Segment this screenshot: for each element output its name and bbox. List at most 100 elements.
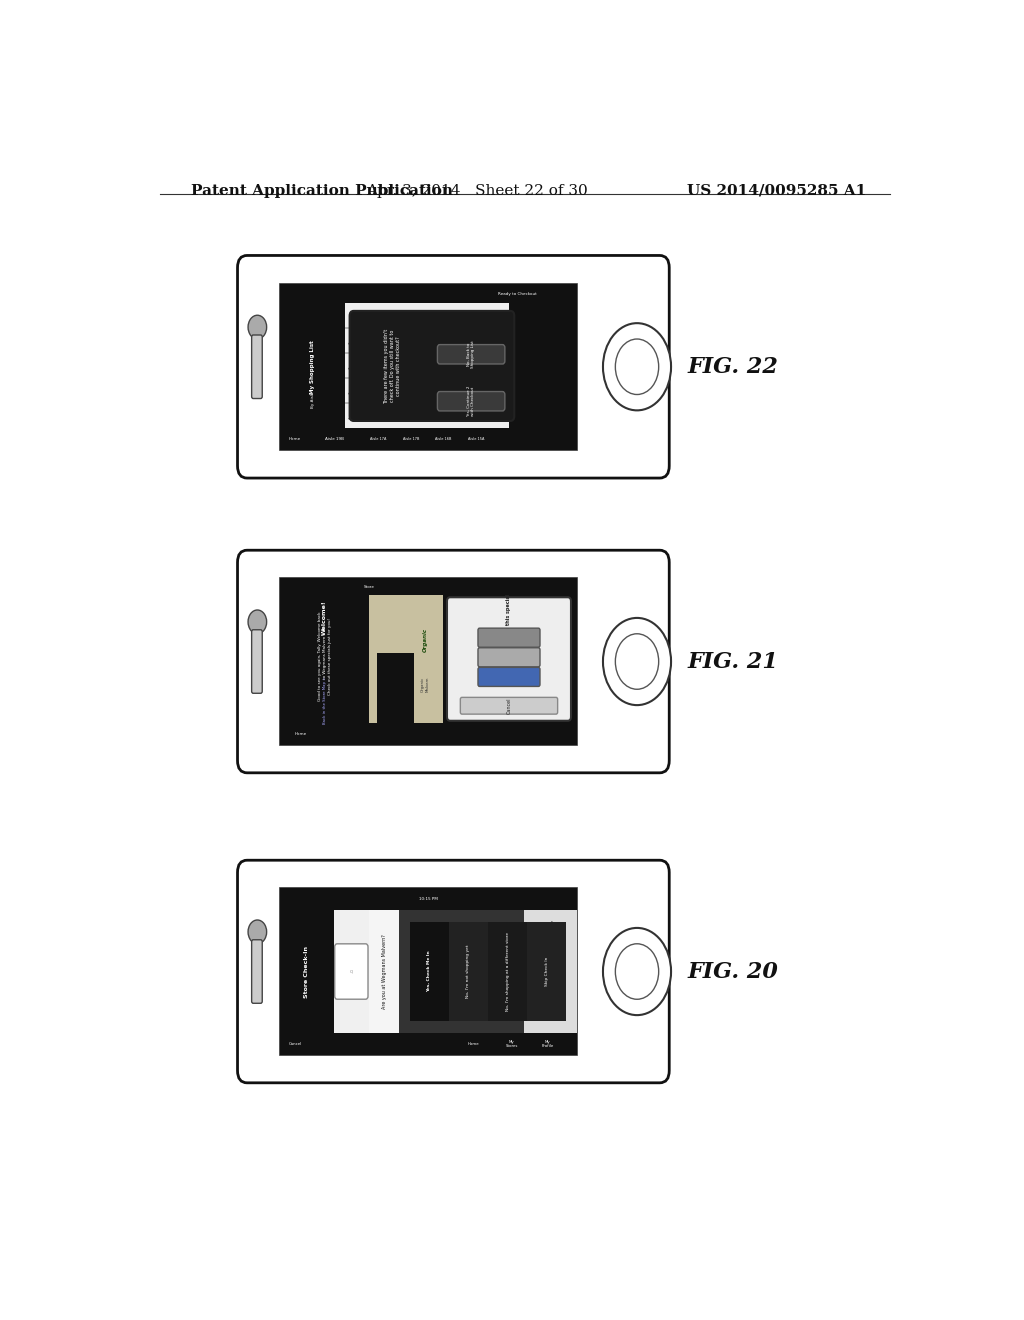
Bar — [280, 304, 345, 429]
Text: Ready to Checkout: Ready to Checkout — [499, 292, 538, 296]
Text: No, I'm not shopping yet: No, I'm not shopping yet — [466, 945, 470, 998]
Circle shape — [615, 634, 658, 689]
FancyBboxPatch shape — [238, 550, 670, 772]
Circle shape — [615, 944, 658, 999]
Text: Aisle 16B: Aisle 16B — [435, 437, 452, 441]
Text: Aisle 17B: Aisle 17B — [402, 437, 419, 441]
Text: No, Back to
Shopping List: No, Back to Shopping List — [467, 341, 475, 368]
Text: Yes, Continue 2
with Checkout: Yes, Continue 2 with Checkout — [467, 385, 475, 417]
Bar — [370, 909, 399, 1034]
Bar — [280, 429, 578, 450]
Text: Nearest
Location: Nearest Location — [546, 945, 555, 961]
Text: My
Profile: My Profile — [546, 919, 555, 931]
Text: FIG. 20: FIG. 20 — [687, 961, 778, 982]
Text: Patent Application Publication: Patent Application Publication — [191, 183, 454, 198]
Bar — [399, 909, 578, 1034]
Text: Good to see you again, Tally. Welcome back
to Wegmans Malvern!
Check out these s: Good to see you again, Tally. Welcome ba… — [317, 611, 332, 701]
Text: US 2014/0095285 A1: US 2014/0095285 A1 — [687, 183, 866, 198]
Circle shape — [603, 618, 671, 705]
Text: Aisle 19B: Aisle 19B — [325, 437, 344, 441]
Bar — [509, 304, 578, 429]
Text: There are few items you didn't
check off. Do you still want to
continue with che: There are few items you didn't check off… — [384, 329, 401, 404]
Text: My
Stores: My Stores — [506, 1040, 518, 1048]
Text: Yes, Check Me In: Yes, Check Me In — [427, 950, 431, 993]
Bar — [443, 595, 578, 723]
Circle shape — [248, 920, 266, 944]
Text: Home: Home — [467, 1041, 479, 1045]
Text: Cancel: Cancel — [289, 1041, 301, 1045]
Bar — [410, 923, 449, 1020]
Text: Share this special: Share this special — [507, 594, 511, 643]
Bar — [280, 284, 578, 304]
FancyBboxPatch shape — [437, 392, 505, 411]
FancyBboxPatch shape — [335, 944, 368, 999]
Bar — [280, 723, 578, 744]
Text: Are you at Wegmans Malvern?: Are you at Wegmans Malvern? — [382, 935, 386, 1008]
Polygon shape — [349, 412, 358, 418]
Bar — [527, 923, 566, 1020]
Bar — [523, 909, 578, 1034]
Bar — [488, 923, 527, 1020]
FancyBboxPatch shape — [478, 648, 540, 667]
Text: FIG. 22: FIG. 22 — [687, 356, 778, 378]
Bar — [377, 652, 414, 723]
FancyBboxPatch shape — [447, 597, 571, 721]
FancyBboxPatch shape — [478, 628, 540, 647]
Circle shape — [615, 339, 658, 395]
Bar — [345, 378, 509, 379]
FancyBboxPatch shape — [349, 312, 514, 421]
Circle shape — [603, 928, 671, 1015]
Text: No, I'm shopping at a different store: No, I'm shopping at a different store — [506, 932, 510, 1011]
Bar — [280, 284, 578, 450]
Text: By Aisle: By Aisle — [310, 392, 314, 408]
Text: Aisle 15A: Aisle 15A — [468, 437, 484, 441]
FancyBboxPatch shape — [252, 335, 262, 399]
Circle shape — [603, 323, 671, 411]
Text: Home: Home — [549, 1010, 552, 1020]
Bar — [370, 595, 443, 723]
Bar — [280, 1034, 578, 1055]
Bar — [345, 327, 509, 330]
Polygon shape — [349, 337, 358, 345]
FancyBboxPatch shape — [252, 630, 262, 693]
Bar — [345, 304, 509, 429]
Text: 1 Dawn Hand Soap/Dishwashing
Liquid, Ultra Concentrated,: 1 Dawn Hand Soap/Dishwashing Liquid, Ult… — [390, 331, 398, 401]
Text: Organic
Malvern: Organic Malvern — [421, 677, 429, 693]
Bar — [280, 888, 578, 909]
Bar — [280, 578, 578, 595]
Text: Cancel: Cancel — [507, 697, 511, 714]
Text: Apr. 3, 2014   Sheet 22 of 30: Apr. 3, 2014 Sheet 22 of 30 — [367, 183, 588, 198]
FancyBboxPatch shape — [238, 861, 670, 1082]
FancyBboxPatch shape — [461, 697, 558, 714]
Bar — [334, 909, 370, 1034]
Bar — [345, 352, 509, 355]
Text: My Shopping List: My Shopping List — [310, 339, 315, 393]
Circle shape — [248, 610, 266, 634]
Text: Store: Store — [364, 585, 375, 589]
Bar — [449, 923, 488, 1020]
Text: Store Check-In: Store Check-In — [304, 945, 309, 998]
Text: FIG. 21: FIG. 21 — [687, 651, 778, 672]
FancyBboxPatch shape — [252, 940, 262, 1003]
Bar — [280, 578, 578, 744]
Circle shape — [248, 315, 266, 339]
Text: Aisle 17A: Aisle 17A — [370, 437, 386, 441]
Text: 10:15 PM: 10:15 PM — [419, 898, 438, 902]
FancyBboxPatch shape — [478, 668, 540, 686]
Bar — [280, 888, 578, 1055]
Text: Home: Home — [295, 731, 307, 737]
Polygon shape — [349, 362, 358, 370]
FancyBboxPatch shape — [437, 345, 505, 364]
Text: Home: Home — [289, 437, 301, 441]
Text: Organic: Organic — [423, 628, 427, 652]
Text: My
Profile: My Profile — [542, 1040, 554, 1048]
Text: Welcome!: Welcome! — [323, 601, 327, 635]
Text: Q: Q — [350, 969, 353, 974]
Text: My
Stores: My Stores — [546, 978, 555, 990]
Bar — [345, 403, 509, 404]
Polygon shape — [349, 387, 358, 393]
Bar — [280, 595, 370, 723]
Text: Back in the Store Map >: Back in the Store Map > — [323, 676, 327, 723]
Bar — [280, 909, 334, 1034]
FancyBboxPatch shape — [238, 256, 670, 478]
